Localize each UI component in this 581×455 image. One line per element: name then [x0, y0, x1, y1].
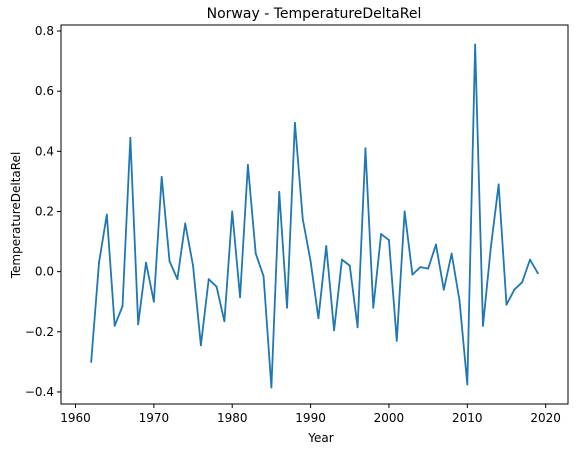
data-point	[380, 233, 383, 235]
data-point	[505, 303, 508, 306]
data-point	[207, 278, 210, 281]
x-tick-label: 2010	[452, 411, 483, 425]
y-tick-label: 0.6	[35, 84, 54, 98]
data-point	[184, 222, 187, 225]
series-layer	[90, 43, 539, 389]
data-point	[246, 163, 249, 166]
data-point	[489, 246, 492, 249]
x-tick-label: 2000	[374, 411, 405, 425]
data-point	[341, 258, 343, 261]
data-point	[309, 260, 312, 263]
y-tick-label: 0.0	[35, 265, 54, 279]
data-point	[278, 191, 281, 193]
data-point	[497, 183, 500, 186]
y-tick-label: 0.4	[35, 144, 54, 158]
y-axis: −0.4 −0.2 0.0 0.2 0.4 0.6 0.8	[25, 24, 61, 399]
data-point	[325, 245, 328, 247]
y-tick-label: 0.8	[35, 24, 54, 38]
data-point	[317, 317, 320, 320]
x-axis-label: Year	[307, 431, 333, 445]
data-point	[388, 239, 390, 241]
data-point	[145, 261, 147, 264]
y-tick-label: 0.2	[35, 204, 54, 218]
data-point	[419, 266, 422, 269]
data-point	[223, 320, 226, 323]
y-axis-label: TemperatureDeltaRel	[9, 152, 23, 280]
data-point	[427, 267, 430, 270]
plot-area	[60, 24, 569, 405]
data-point	[529, 258, 531, 261]
x-tick-label: 2020	[530, 411, 561, 425]
data-point	[176, 278, 179, 281]
data-point	[262, 275, 265, 278]
data-point	[239, 296, 241, 299]
data-point	[137, 323, 140, 326]
data-point	[254, 252, 257, 255]
data-point	[286, 306, 288, 309]
data-point	[395, 339, 398, 342]
data-point	[168, 260, 171, 263]
x-tick-label: 1980	[217, 411, 248, 425]
data-point	[458, 299, 461, 302]
data-point	[192, 264, 194, 267]
x-tick-label: 1990	[295, 411, 326, 425]
data-point	[356, 326, 359, 329]
data-point	[372, 306, 375, 309]
data-point	[152, 300, 155, 303]
data-point	[364, 147, 367, 150]
data-point	[160, 176, 163, 178]
data-point	[231, 210, 234, 213]
data-point	[199, 344, 202, 347]
data-point	[450, 252, 453, 255]
data-point	[435, 243, 437, 246]
data-point	[129, 136, 132, 139]
data-point	[474, 43, 477, 46]
x-tick-label: 1970	[139, 411, 170, 425]
data-point	[521, 281, 524, 284]
data-point	[513, 288, 516, 291]
data-point	[121, 305, 124, 308]
data-point	[466, 383, 469, 386]
x-axis: 1960 1970 1980 1990 2000 2010 2020	[60, 404, 561, 425]
series-line	[90, 43, 539, 389]
data-point	[105, 213, 108, 216]
y-tick-label: −0.2	[25, 325, 54, 339]
data-point	[348, 264, 351, 267]
data-point	[411, 273, 414, 276]
chart-title: Norway - TemperatureDeltaRel	[207, 6, 422, 22]
data-point	[403, 210, 406, 213]
data-point	[301, 218, 304, 220]
data-point	[333, 329, 335, 332]
data-point	[270, 386, 273, 389]
x-tick-label: 1960	[60, 411, 91, 425]
data-point	[536, 272, 539, 275]
data-point	[442, 288, 445, 291]
data-point	[482, 324, 484, 327]
data-point	[90, 360, 93, 363]
data-point	[98, 261, 100, 264]
data-point	[294, 121, 296, 124]
data-point	[215, 285, 218, 288]
data-point	[113, 324, 116, 327]
plot-frame	[60, 24, 569, 405]
y-tick-label: −0.4	[25, 385, 54, 399]
